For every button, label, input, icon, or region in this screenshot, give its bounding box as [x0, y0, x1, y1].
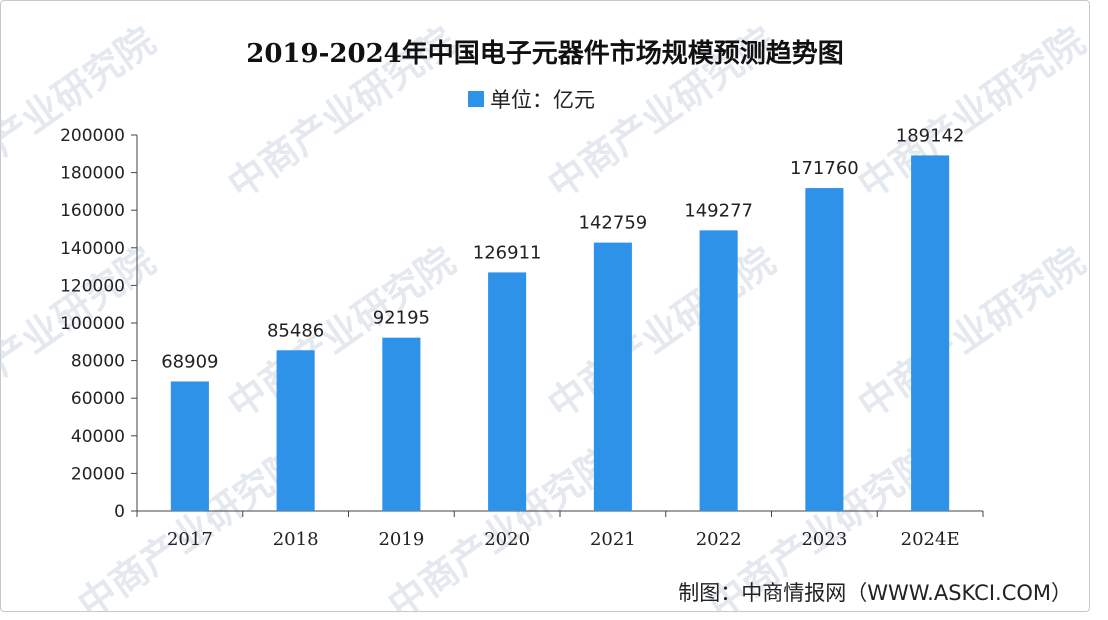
data-label-2017: 68909 [161, 351, 218, 372]
data-label-2023: 171760 [790, 158, 859, 179]
bar-2024E [911, 155, 950, 512]
watermark-text: 中商产业研究院 [850, 239, 1093, 428]
y-tick-label: 60000 [71, 389, 125, 409]
x-tick-label: 2021 [590, 529, 636, 550]
y-tick-label: 160000 [60, 201, 125, 221]
x-tick-label: 2020 [484, 529, 530, 550]
y-tick-label: 200000 [60, 126, 125, 146]
y-tick-label: 20000 [71, 464, 125, 484]
data-label-2024E: 189142 [896, 125, 965, 146]
x-tick-label: 2017 [167, 529, 213, 550]
bar-2018 [276, 350, 315, 511]
y-tick-label: 0 [114, 502, 125, 522]
chart-title: 2019-2024年中国电子元器件市场规模预测趋势图 [246, 38, 844, 69]
y-tick-label: 180000 [60, 164, 125, 184]
bar-2021 [593, 242, 632, 511]
bar-2017 [170, 381, 209, 511]
x-tick-label: 2018 [273, 529, 319, 550]
bar-2022 [699, 230, 738, 511]
y-tick-label: 140000 [60, 239, 125, 259]
source-credit: 制图：中商情报网（WWW.ASKCI.COM） [678, 581, 1072, 605]
y-axis: 0 20000 40000 60000 80000 100000 120000 140000 1… [60, 126, 138, 522]
x-tick-label: 2024E [901, 529, 960, 550]
x-tick-label: 2022 [696, 529, 742, 550]
data-label-2019: 92195 [373, 308, 430, 329]
bar-2019 [382, 337, 421, 511]
bar-2023 [805, 188, 844, 512]
data-label-2018: 85486 [267, 320, 324, 341]
watermark-text: 中商产业研究院 [850, 19, 1093, 208]
x-tick-label: 2023 [801, 529, 847, 550]
legend: 单位：亿元 [468, 88, 595, 112]
watermark-text: 中商产业研究院 [540, 239, 783, 428]
watermark-text: 中商产业研究院 [220, 239, 463, 428]
bar-2020 [488, 272, 527, 511]
x-tick-label: 2019 [378, 529, 424, 550]
y-tick-label: 80000 [71, 352, 125, 372]
y-tick-label: 40000 [71, 427, 125, 447]
bars [170, 155, 950, 512]
legend-label: 单位：亿元 [490, 88, 595, 112]
y-tick-label: 100000 [60, 314, 125, 334]
data-labels: 68909 85486 92195 126911 142759 149277 171760 1… [161, 125, 964, 372]
y-tick-label: 120000 [60, 276, 125, 296]
data-label-2020: 126911 [473, 242, 542, 263]
data-label-2022: 149277 [684, 200, 753, 221]
data-label-2021: 142759 [579, 213, 648, 234]
legend-swatch [468, 91, 484, 107]
